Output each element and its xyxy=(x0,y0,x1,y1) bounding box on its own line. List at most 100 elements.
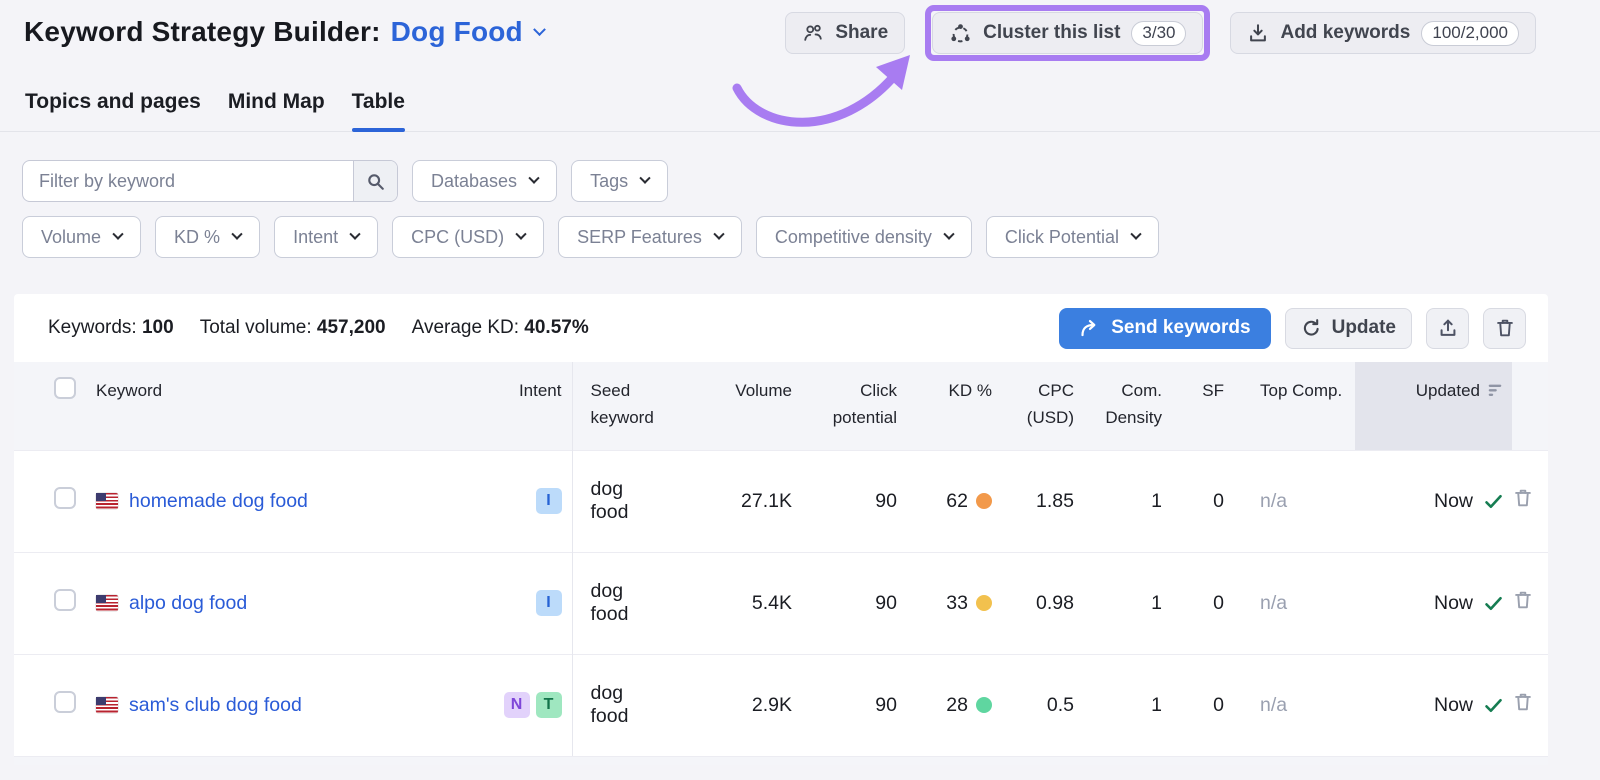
tab-topics-and-pages[interactable]: Topics and pages xyxy=(25,90,201,113)
list-picker[interactable]: Dog Food xyxy=(390,16,546,48)
chevron-down-icon xyxy=(515,228,527,240)
delete-row-button[interactable] xyxy=(1512,487,1534,512)
refresh-icon xyxy=(1303,318,1319,336)
volume-value: 2.9K xyxy=(662,653,800,756)
keyword-filter-input[interactable] xyxy=(23,161,353,201)
add-keywords-button[interactable]: Add keywords 100/2,000 xyxy=(1230,12,1536,54)
updated-value: Now xyxy=(1433,489,1473,512)
us-flag-icon xyxy=(96,697,118,714)
chevron-down-icon xyxy=(533,22,546,36)
filter-row-1: Databases Tags xyxy=(22,160,1576,202)
keyword-link[interactable]: sam's club dog food xyxy=(129,693,302,716)
databases-label: Databases xyxy=(431,170,518,191)
row-checkbox[interactable] xyxy=(54,691,76,714)
share-label: Share xyxy=(835,22,889,43)
us-flag-icon xyxy=(96,595,118,611)
top-comp-value: n/a xyxy=(1232,551,1355,654)
page-title-text: Keyword Strategy Builder: xyxy=(24,16,381,47)
trash-icon xyxy=(1496,319,1513,337)
topbar: Keyword Strategy Builder: Dog Food Share xyxy=(0,0,1600,61)
kd-filter-dropdown[interactable]: KD % xyxy=(155,216,261,258)
click-potential-filter-dropdown[interactable]: Click Potential xyxy=(985,216,1159,258)
volume-value: 27.1K xyxy=(662,449,800,552)
search-icon xyxy=(368,173,384,190)
chevron-down-icon xyxy=(713,228,725,240)
tags-label: Tags xyxy=(590,170,629,191)
update-button[interactable]: Update xyxy=(1284,307,1412,349)
competitive-density-filter-dropdown[interactable]: Competitive density xyxy=(755,216,972,258)
export-button[interactable] xyxy=(1426,307,1469,349)
table-header-row: Keyword Intent Seed keyword Volume Click… xyxy=(14,362,1548,450)
share-button[interactable]: Share xyxy=(785,12,906,54)
volume-value: 5.4K xyxy=(662,551,800,654)
keywords-table: Keyword Intent Seed keyword Volume Click… xyxy=(14,362,1548,756)
cluster-label: Cluster this list xyxy=(983,22,1121,43)
com-density-value: 1 xyxy=(1082,449,1170,552)
page-title: Keyword Strategy Builder: Dog Food xyxy=(24,12,546,48)
delete-row-button[interactable] xyxy=(1512,691,1534,716)
top-comp-value: n/a xyxy=(1232,653,1355,756)
tab-table[interactable]: Table xyxy=(351,84,406,132)
volume-filter-dropdown[interactable]: Volume xyxy=(22,216,142,258)
col-click-potential: Click potential xyxy=(800,362,905,450)
filter-row-2: Volume KD % Intent CPC (USD) SERP Featur… xyxy=(22,216,1576,258)
col-top-comp: Top Comp. xyxy=(1232,362,1355,450)
sf-value: 0 xyxy=(1170,449,1232,552)
chevron-down-icon xyxy=(231,228,243,240)
search-button[interactable] xyxy=(353,161,397,201)
col-cpc: CPC (USD) xyxy=(1000,362,1082,450)
cpc-filter-dropdown[interactable]: CPC (USD) xyxy=(392,216,545,258)
kd-difficulty-dot xyxy=(976,493,992,509)
databases-dropdown[interactable]: Databases xyxy=(412,160,558,202)
kd-value: 33 xyxy=(946,591,968,614)
tags-dropdown[interactable]: Tags xyxy=(571,160,669,202)
stats-actions: Send keywords Update xyxy=(1059,307,1526,349)
col-com-density: Com. Density xyxy=(1082,362,1170,450)
serp-features-filter-dropdown[interactable]: SERP Features xyxy=(558,216,742,258)
updated-check-icon xyxy=(1485,596,1502,610)
kd-difficulty-dot xyxy=(976,697,992,714)
kd-value: 62 xyxy=(946,489,968,512)
send-keywords-button[interactable]: Send keywords xyxy=(1059,307,1271,349)
keyword-filter xyxy=(22,160,398,202)
keyword-link[interactable]: homemade dog food xyxy=(129,489,308,512)
click-potential-value: 90 xyxy=(800,653,905,756)
delete-row-button[interactable] xyxy=(1512,589,1534,614)
tab-mind-map[interactable]: Mind Map xyxy=(227,90,325,113)
intent-filter-dropdown[interactable]: Intent xyxy=(274,216,379,258)
row-checkbox[interactable] xyxy=(54,487,76,509)
chevron-down-icon xyxy=(1130,228,1142,240)
table-row: homemade dog food I dog food 27.1K 90 62… xyxy=(14,449,1548,552)
sf-value: 0 xyxy=(1170,551,1232,654)
chevron-down-icon xyxy=(349,228,361,240)
keyword-link[interactable]: alpo dog food xyxy=(129,591,248,614)
cpc-value: 1.85 xyxy=(1000,449,1082,552)
cpc-value: 0.98 xyxy=(1000,551,1082,654)
intent-badge-transactional: T xyxy=(535,692,562,719)
delete-list-button[interactable] xyxy=(1483,307,1526,349)
tab-bar: Topics and pages Mind Map Table xyxy=(0,84,1600,132)
seed-keyword: dog food xyxy=(571,449,662,552)
stats-bar: Keywords: 100 Total volume: 457,200 Aver… xyxy=(14,294,1548,362)
cluster-this-list-button[interactable]: Cluster this list 3/30 xyxy=(932,12,1204,54)
col-updated[interactable]: Updated xyxy=(1355,362,1512,450)
intent-badge-navigational: N xyxy=(503,692,530,719)
table-row: alpo dog food I dog food 5.4K 90 33 0.98… xyxy=(14,551,1548,654)
update-label: Update xyxy=(1331,317,1396,338)
trash-icon xyxy=(1515,489,1531,507)
chevron-down-icon xyxy=(528,172,540,184)
export-icon xyxy=(1440,319,1455,336)
com-density-value: 1 xyxy=(1082,551,1170,654)
trash-icon xyxy=(1515,693,1531,711)
select-all-checkbox[interactable] xyxy=(54,377,76,399)
row-checkbox[interactable] xyxy=(54,589,76,611)
add-keywords-count-badge: 100/2,000 xyxy=(1421,20,1519,46)
col-volume: Volume xyxy=(662,362,800,450)
keywords-table-card: Keywords: 100 Total volume: 457,200 Aver… xyxy=(14,294,1548,765)
top-actions: Share Cluster this list 3/30 xyxy=(785,5,1576,61)
total-volume-stat: Total volume: 457,200 xyxy=(199,317,386,338)
list-name: Dog Food xyxy=(390,16,523,47)
seed-keyword: dog food xyxy=(571,653,662,756)
click-potential-value: 90 xyxy=(800,449,905,552)
